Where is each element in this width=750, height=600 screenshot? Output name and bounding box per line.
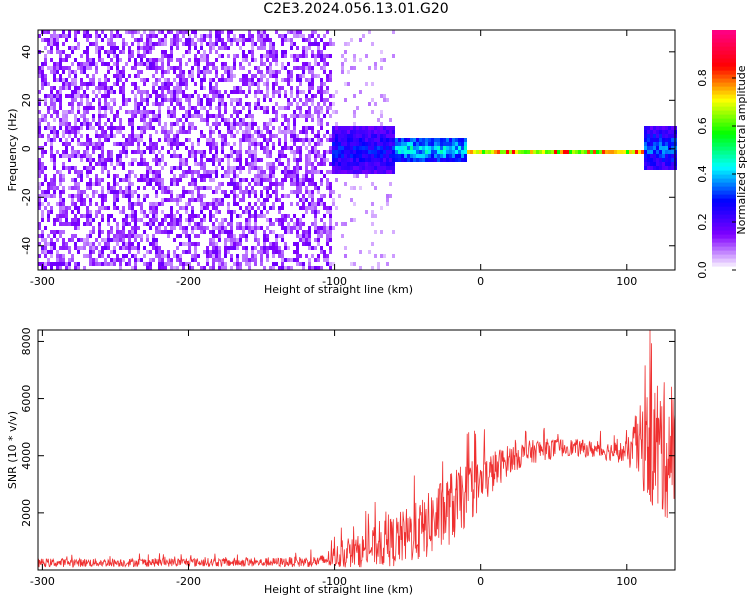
colorbar-swatch	[712, 130, 736, 135]
colorbar-swatch	[712, 74, 736, 79]
colorbar-swatch	[712, 246, 736, 251]
colorbar-swatch	[712, 114, 736, 119]
x-tick-label: -100	[322, 275, 347, 288]
colorbar-swatch	[712, 82, 736, 87]
colorbar-swatch	[712, 262, 736, 267]
colorbar-swatch	[712, 54, 736, 59]
colorbar-swatch	[712, 210, 736, 215]
plot-frame	[37, 329, 676, 571]
y-axis-label: SNR (10 * v/v)	[6, 411, 19, 489]
colorbar-swatch	[712, 78, 736, 83]
colorbar-swatch	[712, 150, 736, 155]
colorbar-swatch	[712, 198, 736, 203]
x-tick-label: -300	[30, 275, 55, 288]
y-tick-label: 6000	[20, 385, 33, 413]
colorbar-swatch	[712, 242, 736, 247]
colorbar-swatch	[712, 234, 736, 239]
colorbar-swatch	[712, 102, 736, 107]
colorbar-swatch	[712, 94, 736, 99]
colorbar-swatch	[712, 90, 736, 95]
colorbar-swatch	[712, 50, 736, 55]
colorbar-tick-label: 0.8	[696, 69, 709, 87]
colorbar-swatch	[712, 266, 736, 271]
colorbar-swatch	[712, 142, 736, 147]
colorbar-swatch	[712, 138, 736, 143]
x-tick-label: -200	[176, 575, 201, 588]
y-axis-label: Frequency (Hz)	[6, 109, 19, 192]
colorbar-swatch	[712, 206, 736, 211]
colorbar-swatch	[712, 186, 736, 191]
colorbar-swatch	[712, 202, 736, 207]
plot-background	[38, 330, 675, 570]
colorbar-swatch	[712, 30, 736, 35]
colorbar-swatch	[712, 126, 736, 131]
colorbar: 0.0 0.2 0.4 0.6 0.8 Normalized spectral ampli…	[696, 30, 748, 279]
y-tick-label: 40	[20, 45, 33, 59]
colorbar-label: Normalized spectral amplitude	[735, 65, 748, 234]
colorbar-swatch	[712, 110, 736, 115]
colorbar-swatch	[712, 214, 736, 219]
colorbar-swatch	[712, 174, 736, 179]
colorbar-swatch	[712, 218, 736, 223]
y-tick-label: 0	[20, 145, 33, 152]
colorbar-swatch	[712, 58, 736, 63]
colorbar-swatch	[712, 38, 736, 43]
y-tick-label: 8000	[20, 327, 33, 355]
colorbar-swatch	[712, 118, 736, 123]
colorbar-swatch	[712, 146, 736, 151]
colorbar-swatch	[712, 122, 736, 127]
y-tick-label: 20	[20, 93, 33, 107]
colorbar-swatch	[712, 190, 736, 195]
snr-plot: -300 -200 -100 0 100 2000 4000 6000 8000 Height o…	[6, 327, 676, 596]
colorbar-swatch	[712, 178, 736, 183]
colorbar-tick-label: 0.0	[696, 261, 709, 279]
x-axis-label: Height of straight line (km)	[264, 283, 413, 296]
x-tick-label: 0	[477, 575, 484, 588]
colorbar-swatch	[712, 170, 736, 175]
colorbar-tick-label: 0.2	[696, 213, 709, 231]
x-tick-label: 100	[616, 575, 637, 588]
x-tick-label: -100	[322, 575, 347, 588]
colorbar-swatch	[712, 62, 736, 67]
x-tick-label: -300	[30, 575, 55, 588]
colorbar-swatch	[712, 254, 736, 259]
colorbar-swatch	[712, 98, 736, 103]
snr-series-line	[37, 329, 676, 568]
chart-title: C2E3.2024.056.13.01.G20	[263, 1, 449, 17]
colorbar-swatch	[712, 86, 736, 91]
heatmap-cells	[38, 30, 677, 270]
colorbar-tick-label: 0.6	[696, 117, 709, 135]
colorbar-swatch	[712, 166, 736, 171]
y-tick-label: 2000	[20, 499, 33, 527]
colorbar-swatch	[712, 162, 736, 167]
colorbar-swatch	[712, 34, 736, 39]
colorbar-swatch	[712, 46, 736, 51]
colorbar-swatch	[712, 134, 736, 139]
colorbar-swatch	[712, 106, 736, 111]
colorbar-tick-label: 0.4	[696, 165, 709, 183]
y-tick-label: -20	[20, 188, 33, 206]
x-tick-label: 100	[616, 275, 637, 288]
colorbar-swatch	[712, 222, 736, 227]
x-tick-label: -200	[176, 275, 201, 288]
colorbar-swatch	[712, 226, 736, 231]
y-tick-label: 4000	[20, 442, 33, 470]
x-axis-label: Height of straight line (km)	[264, 583, 413, 596]
colorbar-swatch	[712, 66, 736, 71]
colorbar-swatch	[712, 230, 736, 235]
colorbar-swatch	[712, 258, 736, 263]
colorbar-swatch	[712, 154, 736, 159]
colorbar-swatch	[712, 158, 736, 163]
colorbar-swatch	[712, 42, 736, 47]
y-tick-label: -40	[20, 237, 33, 255]
colorbar-swatch	[712, 238, 736, 243]
colorbar-swatch	[712, 70, 736, 75]
x-tick-label: 0	[477, 275, 484, 288]
plot-frame	[37, 29, 676, 271]
colorbar-swatch	[712, 250, 736, 255]
colorbar-swatch	[712, 194, 736, 199]
colorbar-swatch	[712, 182, 736, 187]
